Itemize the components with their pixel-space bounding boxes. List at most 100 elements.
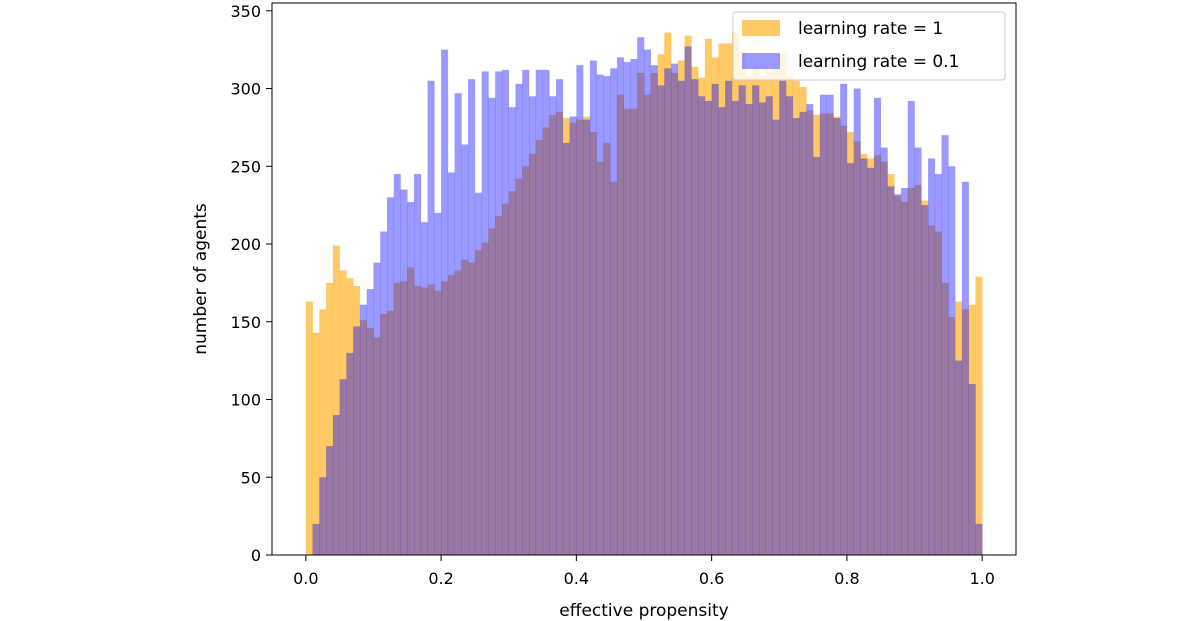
- histogram-bar: [427, 284, 435, 555]
- histogram-bar: [941, 282, 949, 555]
- histogram-bar: [366, 327, 374, 555]
- histogram-bar: [806, 104, 814, 555]
- histogram-bar: [765, 69, 773, 556]
- legend-label-learning-rate-1: learning rate = 1: [798, 19, 943, 39]
- histogram-bar: [901, 202, 909, 555]
- histogram-bar: [968, 304, 976, 555]
- histogram-bar: [359, 304, 367, 555]
- histogram-bar: [454, 93, 462, 555]
- histogram-bar: [948, 166, 956, 555]
- histogram-bar: [495, 71, 503, 556]
- x-tick-label: 0.0: [293, 569, 318, 588]
- histogram-bar: [434, 212, 442, 556]
- histogram-bar: [813, 114, 821, 555]
- histogram-bar: [481, 242, 489, 555]
- histogram-bar: [758, 102, 766, 556]
- histogram-bar: [968, 383, 976, 555]
- histogram-bar: [427, 80, 435, 555]
- histogram-bar: [677, 60, 685, 555]
- histogram-bar: [319, 309, 327, 555]
- histogram-bar: [644, 49, 652, 556]
- histogram-bar: [434, 290, 442, 555]
- histogram-bar: [583, 119, 591, 556]
- histogram-bar: [955, 360, 963, 555]
- histogram-bar: [623, 62, 631, 556]
- legend-swatch-learning-rate-0.1: [742, 53, 780, 69]
- histogram-bar: [664, 32, 672, 556]
- y-tick-label: 50: [241, 468, 261, 487]
- histogram-bar: [711, 57, 719, 556]
- histogram-bar: [698, 96, 706, 556]
- histogram-bar: [522, 166, 530, 555]
- y-tick-label: 200: [230, 235, 261, 254]
- histogram-bar: [765, 96, 773, 556]
- histogram-bar: [393, 282, 401, 555]
- histogram-bar: [414, 174, 422, 556]
- histogram-bar: [921, 205, 929, 555]
- histogram-bar: [657, 85, 665, 555]
- histogram-bar: [928, 158, 936, 556]
- legend: learning rate = 1 learning rate = 0.1: [732, 11, 1006, 81]
- histogram-bar: [725, 43, 733, 556]
- histogram-bar: [562, 118, 570, 555]
- histogram-bar: [515, 178, 523, 555]
- histogram-bar: [353, 326, 361, 555]
- histogram-bar: [474, 192, 482, 555]
- histogram-bar: [447, 172, 455, 556]
- histogram-bar: [549, 96, 557, 556]
- histogram-bar: [529, 96, 537, 556]
- histogram-bar: [914, 184, 922, 555]
- y-tick-label: 350: [230, 2, 261, 21]
- legend-frame: [732, 11, 1006, 81]
- legend-label-learning-rate-0.1: learning rate = 0.1: [798, 52, 959, 72]
- histogram-bar: [508, 107, 516, 556]
- histogram-bar: [353, 286, 361, 555]
- histogram-bar: [934, 174, 942, 556]
- histogram-bar: [515, 83, 523, 556]
- histogram-bar: [961, 181, 969, 555]
- histogram-bar: [684, 46, 692, 555]
- x-tick-label: 0.6: [699, 569, 724, 588]
- histogram-bar: [542, 69, 550, 556]
- histogram-bar: [468, 79, 476, 555]
- histogram-bar: [880, 147, 888, 556]
- histogram-bar: [873, 97, 881, 555]
- histogram-bar: [420, 222, 428, 555]
- histogram-bar: [779, 54, 787, 556]
- histogram-bar: [853, 88, 861, 556]
- histogram-bar: [819, 94, 827, 556]
- histogram-bar: [535, 69, 543, 556]
- histogram-bar: [698, 77, 706, 555]
- histogram-bar: [826, 113, 834, 556]
- histogram-bar: [731, 32, 739, 556]
- histogram-bar: [569, 116, 577, 555]
- y-tick-label: 100: [230, 391, 261, 410]
- histogram-bar: [840, 83, 848, 556]
- histogram-bar: [326, 282, 334, 555]
- histogram-bar: [610, 68, 618, 555]
- histogram-bar: [718, 107, 726, 556]
- histogram-bar: [400, 281, 408, 555]
- histogram-bar: [569, 122, 577, 555]
- histogram-bar: [758, 76, 766, 555]
- histogram-bar: [474, 250, 482, 556]
- histogram-bar: [393, 174, 401, 556]
- histogram-bar: [461, 259, 469, 555]
- histogram-bar: [887, 186, 895, 556]
- histogram-bar: [562, 142, 570, 555]
- histogram-bar: [339, 379, 347, 555]
- histogram-bar: [535, 139, 543, 555]
- histogram-bar: [454, 270, 462, 555]
- histogram-bar: [644, 94, 652, 556]
- histogram-bar: [576, 119, 584, 556]
- histogram-bar: [677, 80, 685, 555]
- x-tick-label: 0.4: [564, 569, 589, 588]
- histogram-bar: [955, 301, 963, 555]
- histogram-bar: [637, 37, 645, 555]
- histogram-bar: [637, 72, 645, 555]
- histogram-bar: [684, 35, 692, 555]
- histogram-bar: [488, 228, 496, 555]
- histogram-bar: [961, 309, 969, 555]
- histogram-bar: [894, 195, 902, 555]
- histogram-bar: [414, 286, 422, 555]
